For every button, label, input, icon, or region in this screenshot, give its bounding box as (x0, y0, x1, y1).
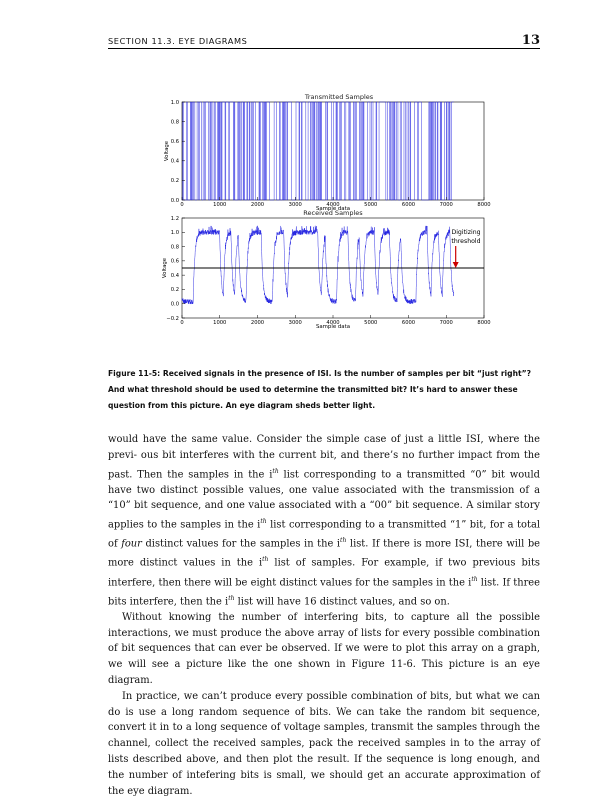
x-tick-label: 4000 (326, 320, 339, 326)
chart-title: Transmitted Samples (304, 93, 374, 101)
y-tick-labels: 0.0 0.2 0.4 0.6 0.8 1.0 (171, 100, 185, 204)
y-tick-label: 0.0 (171, 198, 179, 204)
x-tick-label: 1000 (213, 202, 226, 208)
x-tick-label: 0 (180, 202, 183, 208)
running-header: SECTION 11.3. EYE DIAGRAMS (108, 36, 248, 46)
received-signal (181, 225, 455, 305)
chart-title: Received Samples (303, 209, 363, 217)
x-tick-label: 5000 (364, 202, 377, 208)
transmitted-samples-chart: Transmitted Samples 0.0 0.2 0.4 0.6 0.8 1.0 0… (164, 93, 491, 212)
x-tick-label: 6000 (402, 320, 415, 326)
header-rule (108, 48, 540, 49)
y-tick-label: 0.4 (171, 273, 180, 279)
page-number: 13 (521, 33, 540, 48)
annotation-line-2: threshold (451, 238, 480, 245)
received-samples-chart: Received Samples −0.2 0.0 0.2 0.4 0.6 0.8 1.0 1… (162, 209, 491, 330)
x-tick-label: 2000 (251, 202, 264, 208)
transmitted-waveform (182, 101, 454, 201)
x-tick-label: 3000 (289, 202, 302, 208)
transmitted-signal (182, 101, 454, 201)
x-tick-label: 7000 (440, 202, 453, 208)
x-tick-label: 6000 (402, 202, 415, 208)
x-tick-labels: 0 1000 2000 3000 4000 5000 6000 7000 8000 (180, 315, 491, 326)
figure-caption: Figure 11-5: Received signals in the pre… (108, 369, 532, 410)
y-tick-label: 0.6 (171, 139, 179, 145)
y-tick-label: 0.8 (171, 244, 179, 250)
x-tick-labels: 0 1000 2000 3000 4000 5000 6000 7000 8000 (180, 197, 491, 208)
y-tick-label: 1.2 (171, 216, 179, 222)
y-tick-labels: −0.2 0.0 0.2 0.4 0.6 0.8 1.0 1.2 (166, 216, 185, 322)
y-tick-label: 1.0 (171, 230, 179, 236)
x-tick-label: 3000 (289, 320, 302, 326)
paragraph-3: In practice, we can’t produce every poss… (108, 690, 540, 797)
y-axis-label: Voltage (162, 257, 168, 278)
y-tick-label: 0.2 (171, 178, 179, 184)
received-waveform (181, 225, 455, 305)
y-tick-label: 0.0 (171, 302, 179, 308)
x-tick-label: 1000 (213, 320, 226, 326)
x-tick-label: 0 (180, 320, 183, 326)
body-text: would have the same value. Consider the … (108, 432, 540, 799)
y-axis-label: Voltage (164, 140, 170, 161)
paragraph-1: would have the same value. Consider the … (108, 434, 541, 607)
x-tick-label: 2000 (251, 320, 264, 326)
plot-frame (181, 101, 485, 201)
x-tick-label: 8000 (477, 320, 490, 326)
y-tick-label: 0.8 (171, 119, 179, 125)
threshold-arrow (452, 246, 459, 268)
x-axis-label: Sample data (316, 324, 350, 330)
x-tick-label: 8000 (477, 202, 490, 208)
y-tick-label: 0.6 (171, 259, 179, 265)
x-tick-label: 5000 (364, 320, 377, 326)
annotation-line-1: Digitizing (451, 229, 480, 236)
x-tick-label: 4000 (326, 202, 339, 208)
y-tick-label: 0.4 (171, 159, 180, 165)
y-tick-label: 0.2 (171, 287, 179, 293)
figure-11-5: Transmitted Samples 0.0 0.2 0.4 0.6 0.8 1.0 0… (162, 93, 491, 330)
arrow-head (452, 262, 459, 268)
y-tick-label: 1.0 (171, 100, 179, 106)
y-tick-label: −0.2 (166, 316, 179, 322)
x-tick-label: 7000 (440, 320, 453, 326)
paragraph-2: Without knowing the number of interferin… (108, 611, 540, 686)
x-axis-label: Sample data (316, 206, 350, 212)
